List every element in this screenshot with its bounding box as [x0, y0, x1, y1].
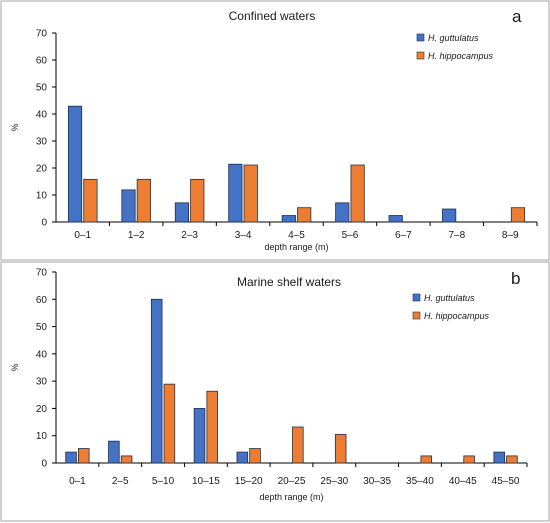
- bar-guttulatus-3: [228, 163, 243, 223]
- x-tick-label: 2–5: [112, 476, 129, 487]
- y-tick-label: 50: [36, 322, 48, 333]
- y-tick-label: 60: [36, 295, 48, 306]
- x-tick-label: 5–6: [342, 230, 359, 241]
- legend-swatch-guttulatus: [412, 293, 421, 302]
- x-tick-label: 6–7: [395, 230, 412, 241]
- y-tick-label: 60: [36, 56, 48, 67]
- bar-guttulatus-4: [236, 451, 249, 464]
- chart-title: Marine shelf waters: [237, 275, 341, 289]
- y-tick-label: 10: [36, 431, 48, 442]
- bar-guttulatus-1: [108, 440, 120, 464]
- bar-guttulatus-3: [193, 408, 206, 464]
- y-axis-title: %: [10, 123, 20, 131]
- bar-hippocampus-1: [120, 455, 133, 464]
- bar-hippocampus-4: [297, 207, 312, 223]
- x-tick-label: 2–3: [181, 230, 198, 241]
- legend-label-guttulatus: H. guttulatus: [428, 33, 479, 43]
- legend-swatch-hippocampus: [412, 311, 421, 320]
- y-tick-label: 0: [41, 218, 47, 229]
- x-tick-label: 20–25: [278, 476, 306, 487]
- x-tick-label: 7–8: [448, 230, 465, 241]
- bar-hippocampus-8: [420, 455, 433, 464]
- bar-hippocampus-2: [163, 383, 176, 464]
- y-tick-label: 50: [36, 83, 48, 94]
- legend-label-hippocampus: H. hippocampus: [428, 51, 494, 61]
- x-tick-label: 4–5: [288, 230, 305, 241]
- bar-hippocampus-3: [206, 390, 218, 464]
- x-axis-title: depth range (m): [259, 492, 323, 502]
- x-tick-label: 35–40: [406, 476, 434, 487]
- bar-hippocampus-3: [243, 164, 258, 223]
- x-tick-label: 3–4: [235, 230, 252, 241]
- y-tick-label: 40: [36, 110, 48, 121]
- panel-letter: b: [511, 269, 520, 288]
- bar-hippocampus-4: [249, 448, 261, 464]
- x-tick-label: 1–2: [128, 230, 145, 241]
- legend-swatch-guttulatus: [416, 33, 425, 42]
- bar-guttulatus-5: [335, 202, 350, 223]
- chart-panel-a: 0 10 20 30 40 50 60 70% 0–1 1–2 2–3 3–4 4–5 5–6 6–7 7–8…: [0, 0, 550, 261]
- legend-label-hippocampus: H. hippocampus: [424, 311, 490, 321]
- legend-swatch-hippocampus: [416, 51, 425, 60]
- x-tick-label: 40–45: [449, 476, 477, 487]
- bar-guttulatus-7: [442, 208, 457, 223]
- y-tick-label: 40: [36, 349, 48, 360]
- bar-guttulatus-6: [388, 215, 403, 223]
- x-tick-label: 10–15: [192, 476, 220, 487]
- x-tick-label: 15–20: [235, 476, 263, 487]
- legend-label-guttulatus: H. guttulatus: [424, 293, 475, 303]
- bar-hippocampus-5: [292, 426, 304, 464]
- bar-hippocampus-0: [78, 448, 90, 464]
- bar-guttulatus-10: [493, 451, 505, 464]
- x-tick-label: 0–1: [74, 230, 91, 241]
- bar-guttulatus-1: [121, 189, 136, 223]
- bar-hippocampus-0: [83, 178, 98, 223]
- bar-guttulatus-2: [174, 202, 190, 223]
- y-tick-label: 20: [36, 164, 48, 175]
- y-tick-label: 70: [36, 268, 48, 279]
- chart-panel-b: 0 10 20 30 40 50 60 70% 0–1 2–5 5–10 10–15 15–20 20–2…: [0, 261, 550, 522]
- bar-guttulatus-0: [67, 105, 83, 223]
- bar-hippocampus-5: [350, 164, 365, 223]
- bar-hippocampus-8: [510, 207, 526, 223]
- y-tick-label: 10: [36, 191, 48, 202]
- y-tick-label: 20: [36, 404, 48, 415]
- y-tick-label: 30: [36, 377, 48, 388]
- bar-hippocampus-9: [463, 455, 475, 464]
- x-tick-label: 25–30: [320, 476, 348, 487]
- y-axis-title: %: [10, 363, 20, 371]
- bar-hippocampus-10: [506, 455, 518, 464]
- bar-guttulatus-4: [281, 215, 296, 223]
- bar-hippocampus-1: [136, 178, 151, 223]
- y-tick-label: 0: [41, 459, 47, 470]
- panel-letter: a: [512, 7, 522, 26]
- x-tick-label: 5–10: [152, 476, 175, 487]
- y-tick-label: 30: [36, 137, 48, 148]
- x-tick-label: 30–35: [363, 476, 391, 487]
- bar-hippocampus-2: [190, 178, 205, 223]
- x-axis-title: depth range (m): [264, 242, 328, 252]
- bar-hippocampus-6: [334, 433, 347, 464]
- bar-guttulatus-2: [150, 298, 163, 464]
- x-tick-label: 8–9: [502, 230, 519, 241]
- y-tick-label: 70: [36, 29, 48, 40]
- x-tick-label: 45–50: [492, 476, 520, 487]
- chart-title: Confined waters: [229, 9, 316, 23]
- bar-guttulatus-0: [65, 451, 77, 464]
- panel-border: [0, 261, 550, 522]
- x-tick-label: 0–1: [69, 476, 86, 487]
